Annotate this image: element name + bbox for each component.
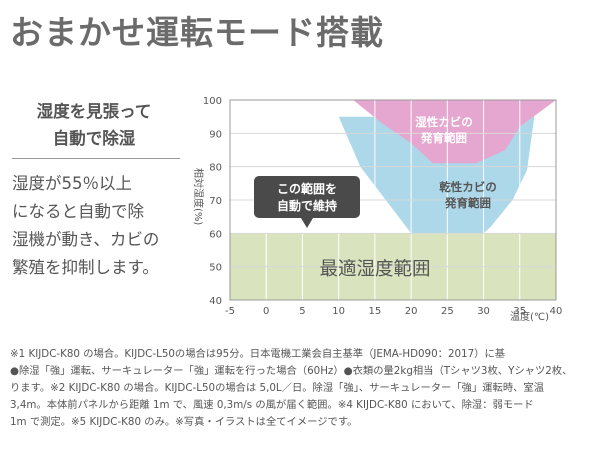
region-wet_mold xyxy=(353,100,556,164)
chart-regions xyxy=(230,100,556,300)
x-tick-label: 30 xyxy=(477,306,490,317)
x-tick-label: 40 xyxy=(550,306,563,317)
page-title: おまかせ運転モード搭載 xyxy=(10,13,384,52)
x-axis-label: 温度(℃) xyxy=(510,310,549,323)
x-tick-label: 20 xyxy=(405,306,418,317)
y-tick-label: 80 xyxy=(209,163,222,174)
y-tick-labels: 40 50 60 70 80 90 100 xyxy=(203,96,222,307)
plot-frame xyxy=(229,99,557,301)
callout-text: この範囲を xyxy=(277,181,337,196)
dry-mold-label: 乾性カビの xyxy=(439,180,497,194)
callout-text: 自動で維持 xyxy=(277,198,337,213)
region-labels: 湿性カビの 発育範囲 乾性カビの 発育範囲 最適湿度範囲 xyxy=(319,115,496,280)
callout-pointer xyxy=(301,218,313,228)
wet-mold-label: 発育範囲 xyxy=(420,131,467,145)
footnote-line: 3,4m。本体前パネルから距離 1m で、風速 0,3m/s の風が届く範囲。※… xyxy=(10,399,534,411)
y-tick-label: 100 xyxy=(203,96,222,107)
y-tick-label: 70 xyxy=(209,196,222,207)
x-tick-label: 10 xyxy=(332,306,345,317)
x-tick-labels: -5 0 5 10 15 20 25 30 35 40 xyxy=(225,306,562,317)
y-tick-label: 90 xyxy=(209,129,222,140)
feature-heading-line: 湿度を見張って xyxy=(36,102,152,121)
optimal-range-label: 最適湿度範囲 xyxy=(319,259,430,280)
footnote-line: ●除湿「強」運転、サーキュレーター「強」運転を行った場合（60Hz）●衣類の量2… xyxy=(10,365,573,377)
description-line: になると自動で除 xyxy=(12,202,144,221)
wet-mold-label: 湿性カビの xyxy=(415,115,473,129)
footnote-line: ります。※2 KIJDC-K80 の場合。KIJDC-L50の場合は 5,0L／… xyxy=(10,382,545,394)
feature-heading-line: 自動で除湿 xyxy=(52,129,136,148)
x-tick-label: 25 xyxy=(441,306,454,317)
callout-box xyxy=(254,176,360,218)
y-axis-label: 相対湿度(%) xyxy=(192,168,205,225)
y-tick-label: 40 xyxy=(209,296,222,307)
x-tick-label: 0 xyxy=(263,306,269,317)
feature-description: 湿度が55％以上 になると自動で除 湿機が動き、カビの 繁殖を抑制します。 xyxy=(12,170,182,282)
divider xyxy=(12,158,180,159)
x-tick-label: 15 xyxy=(369,306,382,317)
description-line: 湿機が動き、カビの xyxy=(12,230,160,249)
maintain-range-callout: この範囲を 自動で維持 xyxy=(254,176,360,228)
humidity-chart: 40 50 60 70 80 90 100 -5 0 5 10 15 20 25 30 35 40 温度(℃)… xyxy=(192,96,562,323)
footnote-line: ※1 KIJDC-K80 の場合。KIJDC-L50の場合は95分。日本電機工業… xyxy=(10,348,506,360)
x-tick-label: 35 xyxy=(513,306,526,317)
y-tick-label: 60 xyxy=(209,229,222,240)
feature-heading: 湿度を見張って 自動で除湿 xyxy=(14,98,174,152)
dry-mold-label: 発育範囲 xyxy=(444,196,491,210)
footnote-line: 1m で測定。※5 KIJDC-K80 のみ。※写真・イラストは全てイメージです… xyxy=(10,416,358,428)
x-tick-label: 5 xyxy=(299,306,305,317)
description-line: 湿度が55％以上 xyxy=(12,174,132,193)
footnotes: ※1 KIJDC-K80 の場合。KIJDC-L50の場合は95分。日本電機工業… xyxy=(10,346,595,431)
description-line: 繁殖を抑制します。 xyxy=(12,258,159,277)
x-tick-label: -5 xyxy=(225,306,235,317)
y-tick-label: 50 xyxy=(209,263,222,274)
